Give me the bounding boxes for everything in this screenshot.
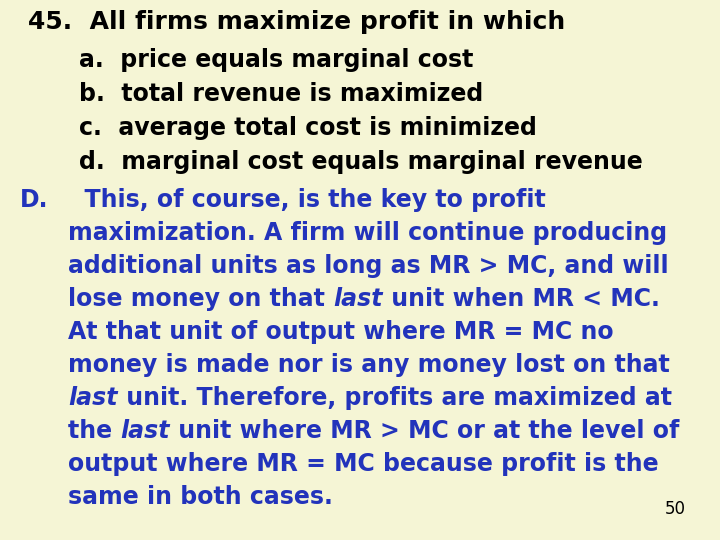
Text: At that unit of output where MR = MC no: At that unit of output where MR = MC no [68,320,613,344]
Text: last: last [68,386,117,410]
Text: last: last [120,419,170,443]
Text: the: the [68,419,120,443]
Text: unit. Therefore, profits are maximized at: unit. Therefore, profits are maximized a… [117,386,672,410]
Text: a.  price equals marginal cost: a. price equals marginal cost [46,48,473,72]
Text: This, of course, is the key to profit: This, of course, is the key to profit [68,188,546,212]
Text: output where MR = MC because profit is the: output where MR = MC because profit is t… [68,452,659,476]
Text: unit where MR > MC or at the level of: unit where MR > MC or at the level of [170,419,679,443]
Text: d.  marginal cost equals marginal revenue: d. marginal cost equals marginal revenue [46,150,643,174]
Text: D.: D. [20,188,48,212]
Text: 45.  All firms maximize profit in which: 45. All firms maximize profit in which [28,10,565,34]
Text: last: last [333,287,382,311]
Text: same in both cases.: same in both cases. [68,485,333,509]
Text: lose money on that: lose money on that [68,287,333,311]
Text: c.  average total cost is minimized: c. average total cost is minimized [46,116,537,140]
Text: maximization. A firm will continue producing: maximization. A firm will continue produ… [68,221,667,245]
Text: additional units as long as MR > MC, and will: additional units as long as MR > MC, and… [68,254,669,278]
Text: 50: 50 [665,500,686,518]
Text: money is made nor is any money lost on that: money is made nor is any money lost on t… [68,353,670,377]
Text: unit when MR < MC.: unit when MR < MC. [382,287,660,311]
Text: b.  total revenue is maximized: b. total revenue is maximized [46,82,483,106]
